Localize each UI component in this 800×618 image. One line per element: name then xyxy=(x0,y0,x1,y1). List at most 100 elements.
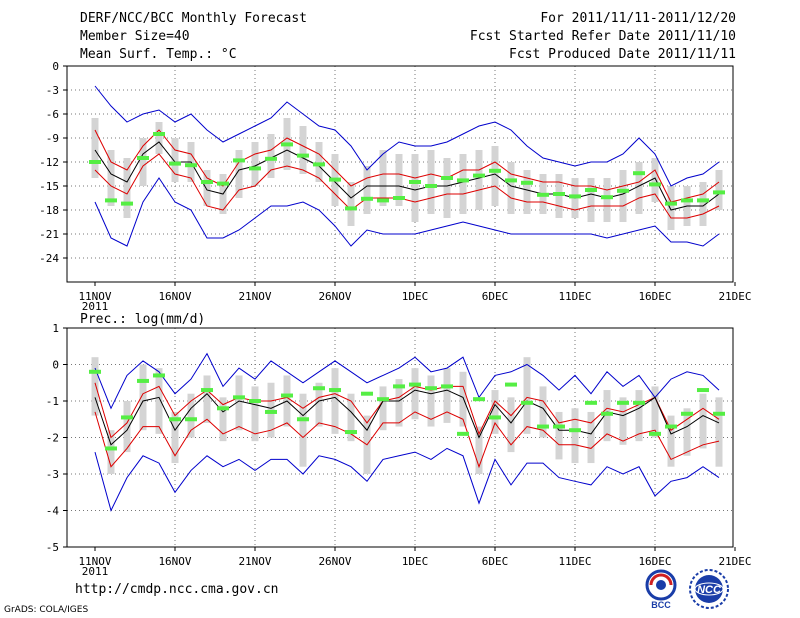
plot-frame xyxy=(66,65,734,283)
observed-marker xyxy=(201,388,213,393)
y-tick-label: -1 xyxy=(46,395,59,408)
x-tick-label: 21DEC xyxy=(718,290,751,303)
observed-marker xyxy=(489,168,501,173)
observed-marker xyxy=(361,391,373,396)
ncc-logo-text: NCC xyxy=(697,584,722,596)
spread-box xyxy=(331,368,339,434)
spread-box xyxy=(715,170,723,210)
series-line-mean xyxy=(94,141,720,211)
x-tick-label: 16DEC xyxy=(638,555,671,568)
x-tick-label: 21DEC xyxy=(718,555,751,568)
observed-marker xyxy=(409,180,421,184)
observed-marker xyxy=(521,400,533,405)
observed-marker xyxy=(345,206,357,211)
spread-box xyxy=(171,138,179,182)
observed-marker xyxy=(185,417,197,422)
forecast-started-date: Fcst Started Refer Date 2011/11/10 xyxy=(469,29,736,44)
y-tick-label: -15 xyxy=(39,180,59,193)
footer-url[interactable]: http://cmdp.ncc.cma.gov.cn xyxy=(75,582,279,597)
x-tick-label: 16NOV xyxy=(158,290,191,303)
x-tick-label: 16DEC xyxy=(638,290,671,303)
x-tick-sublabel: 2011 xyxy=(82,565,109,578)
panel2-label: Prec.: log(mm/d) xyxy=(80,312,205,327)
observed-marker xyxy=(617,188,629,193)
observed-marker xyxy=(505,178,517,183)
observed-marker xyxy=(361,196,373,201)
observed-marker xyxy=(441,384,453,389)
observed-marker xyxy=(137,156,149,160)
observed-marker xyxy=(329,388,341,393)
observed-marker xyxy=(377,397,389,402)
x-tick-label: 16NOV xyxy=(158,555,191,568)
x-tick-label: 11NOV xyxy=(78,555,111,568)
observed-marker xyxy=(105,446,117,451)
spread-box xyxy=(379,386,387,431)
x-tick-label: 1DEC xyxy=(402,555,429,568)
spread-box xyxy=(347,182,355,226)
series-line-min xyxy=(94,447,720,512)
spread-box xyxy=(411,154,419,222)
spread-box xyxy=(203,375,211,423)
x-tick-label: 21NOV xyxy=(238,290,271,303)
plot-frame xyxy=(66,327,734,548)
observed-marker xyxy=(585,400,597,405)
forecast-produced-date: Fcst Produced Date 2011/11/11 xyxy=(509,47,736,62)
observed-marker xyxy=(297,417,309,422)
spread-box xyxy=(123,401,131,453)
spread-box xyxy=(571,408,579,464)
spread-box xyxy=(715,397,723,467)
series-line-lower xyxy=(94,411,720,469)
observed-marker xyxy=(297,153,309,158)
spread-box xyxy=(443,368,451,423)
spread-box xyxy=(603,178,611,222)
observed-marker xyxy=(217,181,229,186)
spread-box xyxy=(155,122,163,154)
spread-box xyxy=(507,162,515,214)
series-line-upper xyxy=(94,382,720,439)
spread-box xyxy=(427,375,435,427)
observed-marker xyxy=(393,384,405,389)
spread-box xyxy=(347,393,355,442)
observed-marker xyxy=(521,180,533,185)
bcc-logo: BCC xyxy=(645,569,677,610)
spread-box xyxy=(123,158,131,218)
observed-marker xyxy=(89,160,101,164)
observed-marker xyxy=(601,195,613,200)
observed-marker xyxy=(713,411,725,416)
spread-box xyxy=(251,142,259,186)
y-tick-label: -24 xyxy=(39,252,59,265)
spread-box xyxy=(491,146,499,206)
observed-marker xyxy=(473,397,485,402)
spread-box xyxy=(107,430,115,474)
observed-marker xyxy=(233,158,245,163)
y-tick-label: -3 xyxy=(46,468,59,481)
y-tick-label: -12 xyxy=(39,156,59,169)
observed-marker xyxy=(169,417,181,422)
spread-box xyxy=(427,150,435,214)
observed-marker xyxy=(649,431,661,436)
x-tick-label: 11NOV xyxy=(78,290,111,303)
x-tick-label: 21NOV xyxy=(238,555,271,568)
observed-marker xyxy=(633,171,645,176)
spread-box xyxy=(379,150,387,206)
observed-marker xyxy=(681,411,693,416)
spread-box xyxy=(507,397,515,453)
spread-box xyxy=(155,368,163,434)
spread-box xyxy=(107,150,115,206)
observed-marker xyxy=(553,424,565,429)
x-tick-label: 26NOV xyxy=(318,290,351,303)
spread-box xyxy=(523,357,531,434)
observed-marker xyxy=(377,198,389,203)
y-tick-label: -2 xyxy=(46,432,59,445)
observed-marker xyxy=(553,192,565,196)
observed-marker xyxy=(473,173,485,178)
observed-marker xyxy=(313,386,325,391)
x-tick-label: 6DEC xyxy=(482,555,509,568)
spread-box xyxy=(667,415,675,467)
observed-marker xyxy=(169,161,181,166)
spread-box xyxy=(635,162,643,214)
spread-box xyxy=(651,386,659,438)
spread-box xyxy=(699,393,707,449)
spread-box xyxy=(395,154,403,206)
observed-marker xyxy=(457,178,469,183)
